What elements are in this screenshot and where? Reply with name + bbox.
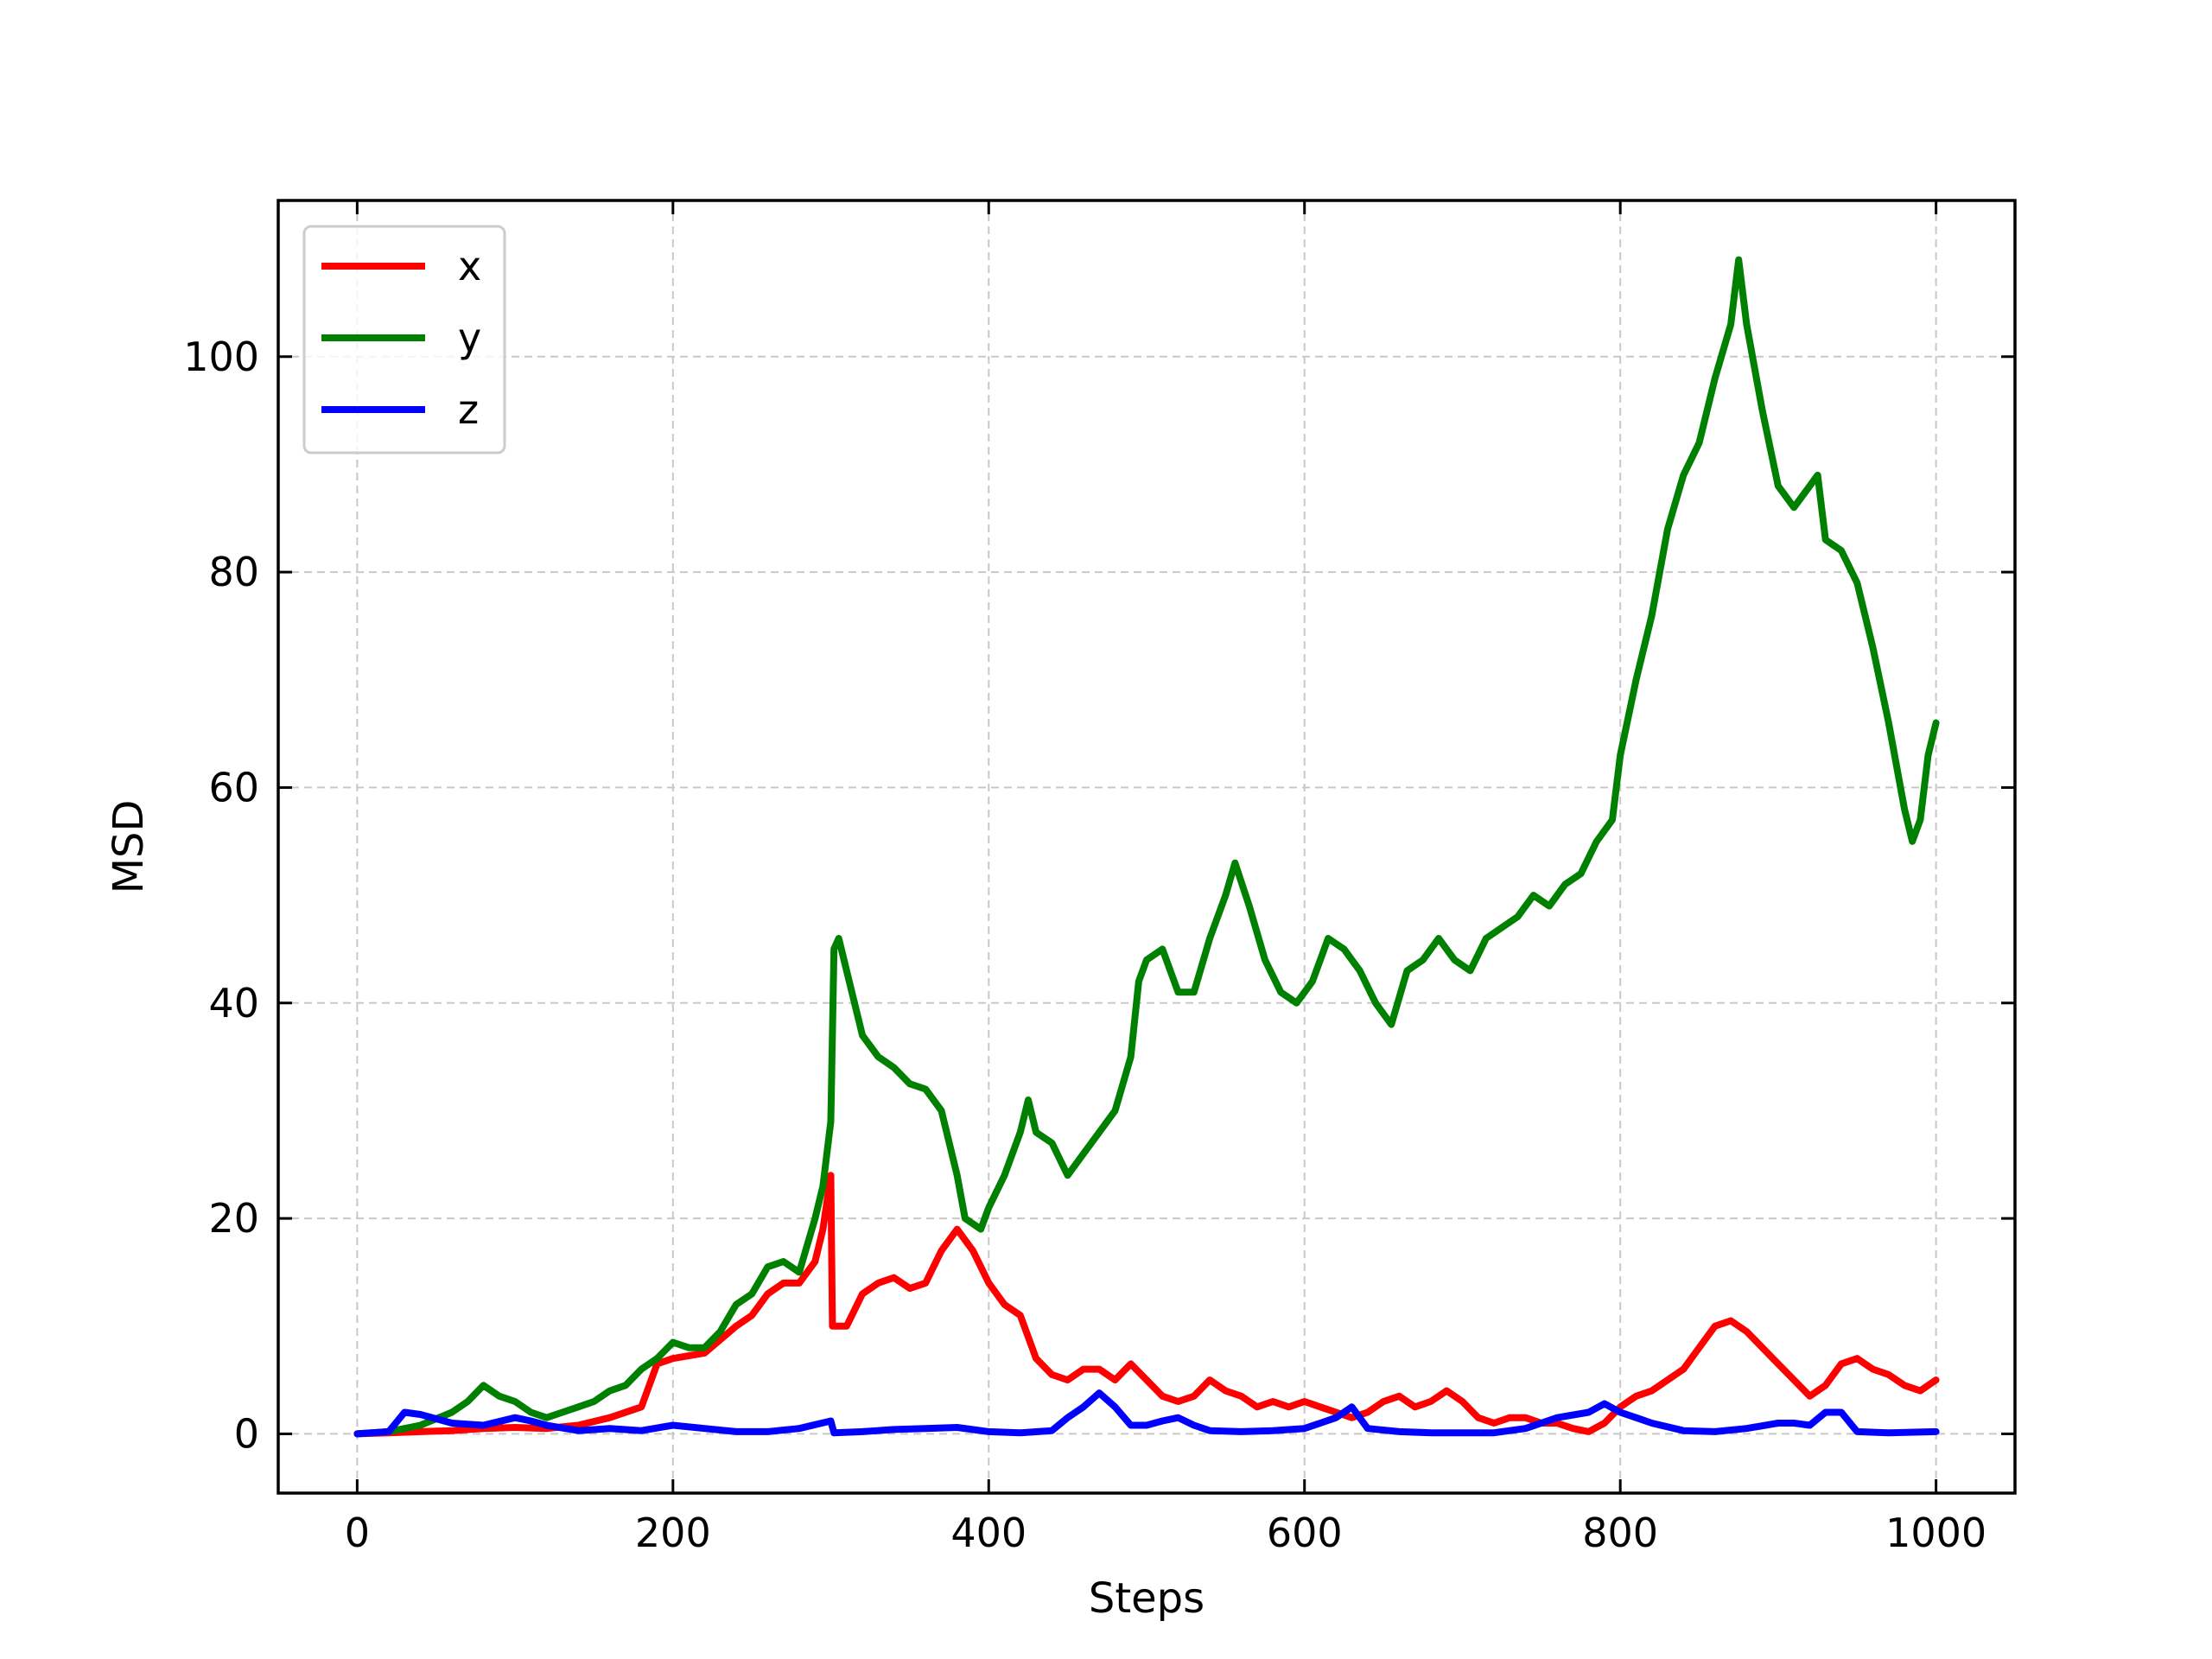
legend: xyz [302, 225, 506, 454]
legend-label-z: z [458, 386, 479, 433]
y-tick-label: 40 [208, 980, 259, 1027]
series-line-x [353, 1172, 1940, 1438]
x-tick-label: 0 [345, 1510, 370, 1556]
x-tick-label: 600 [1267, 1510, 1343, 1556]
x-axis-label: Steps [1089, 1574, 1205, 1623]
legend-label-x: x [458, 243, 481, 289]
x-tick-label: 800 [1582, 1510, 1658, 1556]
plot-frame [276, 199, 2017, 1495]
y-axis-label: MSD [105, 800, 153, 894]
y-tick-label: 0 [234, 1410, 259, 1457]
x-tick-label: 1000 [1885, 1510, 1986, 1556]
series-line-z [353, 1389, 1940, 1438]
y-tick-label: 80 [208, 549, 259, 595]
y-tick-label: 100 [183, 334, 259, 380]
legend-label-y: y [458, 315, 481, 361]
series-line-y [353, 256, 1940, 1438]
y-tick-label: 60 [208, 764, 259, 810]
axis-ticks [278, 200, 2015, 1493]
tick-labels: 0 200 400 600 800 1000 0 20 40 60 80 100 [183, 334, 1986, 1556]
x-tick-label: 400 [950, 1510, 1027, 1556]
series-layer [353, 256, 1940, 1438]
x-tick-label: 200 [635, 1510, 711, 1556]
y-tick-label: 20 [208, 1195, 259, 1242]
